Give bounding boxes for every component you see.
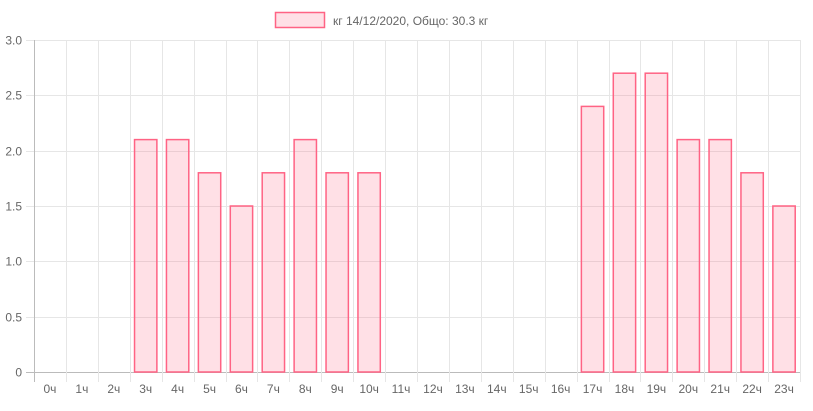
x-tick-label: 3ч: [139, 382, 152, 396]
x-tick-label: 14ч: [487, 382, 507, 396]
x-tick-label: 11ч: [392, 382, 411, 396]
bar-21ч[interactable]: [708, 138, 733, 373]
y-tick-label: 0: [15, 366, 22, 380]
bar-23ч[interactable]: [772, 205, 796, 373]
bar-7ч[interactable]: [261, 172, 286, 373]
bar-18ч[interactable]: [612, 72, 637, 373]
x-tick-label: 6ч: [235, 382, 248, 396]
bar-19ч[interactable]: [644, 72, 669, 373]
legend-label: кг 14/12/2020, Общо: 30.3 кг: [333, 14, 489, 28]
y-axis-labels: 0 0.5 1.0 1.5 2.0 2.5 3.0: [5, 34, 22, 380]
x-tick-label: 19ч: [647, 382, 667, 396]
x-tick-label: 7ч: [267, 382, 280, 396]
bar-8ч[interactable]: [293, 138, 318, 373]
bars: [133, 72, 796, 373]
y-tick-label: 1.5: [5, 200, 22, 214]
x-tick-label: 9ч: [331, 382, 344, 396]
bar-9ч[interactable]: [325, 172, 350, 373]
bar-6ч[interactable]: [229, 205, 254, 373]
x-tick-label: 20ч: [678, 382, 698, 396]
x-tick-label: 0ч: [43, 382, 56, 396]
y-tick-label: 2.5: [5, 89, 22, 103]
x-tick-label: 16ч: [551, 382, 571, 396]
y-tick-label: 2.0: [5, 145, 22, 159]
legend[interactable]: кг 14/12/2020, Общо: 30.3 кг: [274, 11, 489, 29]
bar-4ч[interactable]: [165, 138, 190, 373]
grid: [26, 40, 801, 382]
y-tick-label: 0.5: [5, 311, 22, 325]
y-tick-label: 1.0: [5, 255, 22, 269]
bar-3ч[interactable]: [133, 138, 158, 373]
x-tick-label: 15ч: [519, 382, 539, 396]
x-tick-label: 1ч: [75, 382, 88, 396]
bar-10ч[interactable]: [357, 172, 382, 373]
x-tick-label: 2ч: [107, 382, 120, 396]
x-tick-label: 22ч: [742, 382, 762, 396]
x-tick-label: 18ч: [615, 382, 635, 396]
x-tick-label: 8ч: [299, 382, 312, 396]
x-axis-labels: 0ч 1ч 2ч 3ч 4ч 5ч 6ч 7ч 8ч 9ч 10ч 11ч 12ч 13ч 14ч 15ч 16…: [43, 382, 793, 396]
y-tick-label: 3.0: [5, 34, 22, 48]
bar-20ч[interactable]: [676, 138, 701, 373]
x-tick-label: 5ч: [203, 382, 216, 396]
bar-5ч[interactable]: [197, 172, 222, 373]
bar-17ч[interactable]: [580, 105, 605, 373]
x-tick-label: 10ч: [359, 382, 379, 396]
x-tick-label: 21ч: [710, 382, 730, 396]
x-tick-label: 23ч: [774, 382, 794, 396]
bar-22ч[interactable]: [740, 172, 765, 373]
x-tick-label: 12ч: [423, 382, 443, 396]
x-tick-label: 13ч: [455, 382, 475, 396]
x-tick-label: 4ч: [171, 382, 184, 396]
legend-swatch: [274, 11, 326, 29]
x-tick-label: 17ч: [583, 382, 603, 396]
